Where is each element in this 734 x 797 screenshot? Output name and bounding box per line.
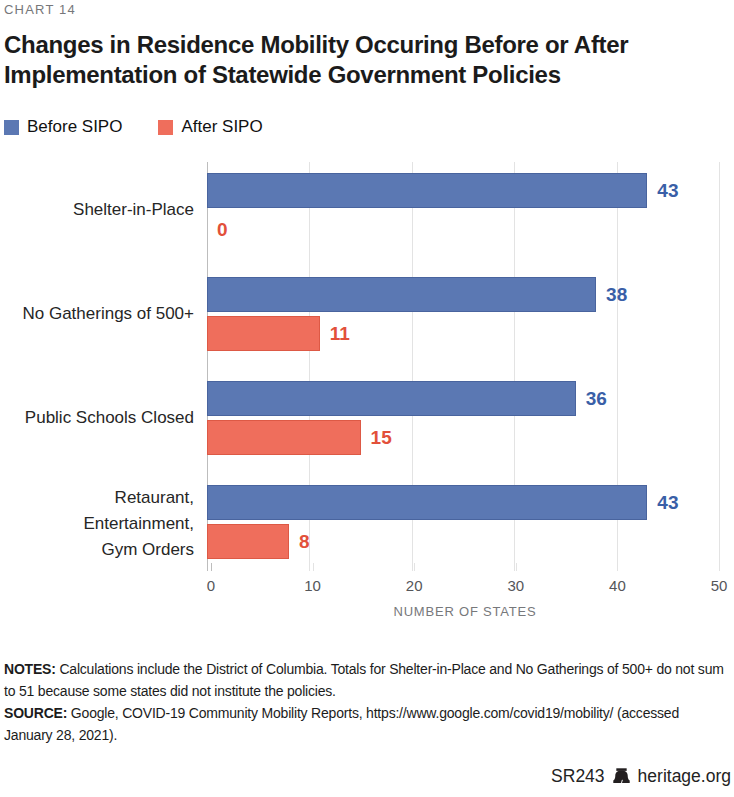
- chart-figure: CHART 14 Changes in Residence Mobility O…: [0, 0, 734, 797]
- bar-after-sipo: [207, 524, 289, 559]
- bar-line: 15: [207, 420, 719, 455]
- row-bars: 38 11: [207, 277, 719, 351]
- category-label: Public Schools Closed: [4, 381, 207, 455]
- chart-row: No Gatherings of 500+ 38 11: [4, 277, 719, 351]
- bar-value: 43: [657, 492, 678, 514]
- axis-tick: [719, 563, 720, 571]
- bar-after-sipo: [207, 316, 320, 351]
- chart-title-line1: Changes in Residence Mobility Occuring B…: [4, 30, 734, 60]
- gridline: [719, 162, 720, 571]
- bar-value: 43: [657, 180, 678, 202]
- bar-line: 11: [207, 316, 719, 351]
- axis-tick: [211, 563, 212, 571]
- heritage-bell-icon: [612, 768, 631, 785]
- legend-label: Before SIPO: [27, 117, 122, 137]
- bar-before-sipo: [207, 173, 647, 208]
- source-text: Google, COVID-19 Community Mobility Repo…: [4, 705, 679, 743]
- source-label: SOURCE:: [4, 705, 67, 721]
- bar-line: 43: [207, 485, 719, 520]
- bar-line: 36: [207, 381, 719, 416]
- chart-row: Retaurant, Entertainment, Gym Orders 43 8: [4, 485, 719, 563]
- notes-text: Calculations include the District of Col…: [4, 661, 724, 699]
- legend-swatch-after-sipo: [158, 120, 173, 135]
- bar-value: 8: [299, 531, 310, 553]
- footer: SR243 heritage.org: [551, 766, 731, 787]
- legend-label: After SIPO: [181, 117, 262, 137]
- legend: Before SIPO After SIPO: [4, 117, 734, 137]
- legend-swatch-before-sipo: [4, 120, 19, 135]
- x-axis-label: NUMBER OF STATES: [211, 604, 719, 619]
- site-text: heritage.org: [638, 766, 731, 787]
- chart-row: Public Schools Closed 36 15: [4, 381, 719, 455]
- chart-number: CHART 14: [4, 2, 734, 17]
- chart-title: Changes in Residence Mobility Occuring B…: [4, 30, 734, 90]
- tick-label: 10: [304, 577, 321, 594]
- bar-before-sipo: [207, 381, 576, 416]
- row-bars: 43 0: [207, 173, 719, 247]
- bar-line: 38: [207, 277, 719, 312]
- bar-before-sipo: [207, 485, 647, 520]
- bar-value: 11: [330, 323, 350, 345]
- axis-tick: [313, 563, 314, 571]
- bar-value: 15: [371, 427, 392, 449]
- plot-rows: Shelter-in-Place 43 0 No Gatherings of 500+…: [4, 162, 719, 563]
- row-bars: 43 8: [207, 485, 719, 563]
- bar-chart: Shelter-in-Place 43 0 No Gatherings of 500+…: [4, 162, 719, 563]
- category-label: Shelter-in-Place: [4, 173, 207, 247]
- axis-tick: [414, 563, 415, 571]
- chart-title-line2: Implementation of Statewide Government P…: [4, 60, 734, 90]
- report-id: SR243: [551, 766, 605, 787]
- row-bars: 36 15: [207, 381, 719, 455]
- chart-row: Shelter-in-Place 43 0: [4, 173, 719, 247]
- legend-item-before-sipo: Before SIPO: [4, 117, 122, 137]
- tick-label: 40: [609, 577, 626, 594]
- notes-block: NOTES: Calculations include the District…: [4, 658, 734, 746]
- tick-label: 0: [207, 577, 215, 594]
- tick-labels: 01020304050: [211, 577, 719, 594]
- notes: NOTES: Calculations include the District…: [4, 658, 726, 702]
- bar-before-sipo: [207, 277, 596, 312]
- bar-line: 0: [207, 212, 719, 247]
- bar-line: 43: [207, 173, 719, 208]
- category-label: Retaurant, Entertainment, Gym Orders: [4, 485, 207, 563]
- axis-ticks: [211, 563, 719, 571]
- tick-label: 20: [406, 577, 423, 594]
- axis-tick: [617, 563, 618, 571]
- notes-label: NOTES:: [4, 661, 56, 677]
- bar-after-sipo: [207, 420, 361, 455]
- bar-value: 36: [586, 388, 607, 410]
- axis-tick: [516, 563, 517, 571]
- bar-value: 38: [606, 284, 627, 306]
- source: SOURCE: Google, COVID-19 Community Mobil…: [4, 702, 726, 746]
- category-label: No Gatherings of 500+: [4, 277, 207, 351]
- tick-label: 30: [507, 577, 524, 594]
- bar-line: 8: [207, 524, 719, 559]
- bar-value: 0: [217, 219, 228, 241]
- legend-item-after-sipo: After SIPO: [158, 117, 262, 137]
- tick-label: 50: [711, 577, 728, 594]
